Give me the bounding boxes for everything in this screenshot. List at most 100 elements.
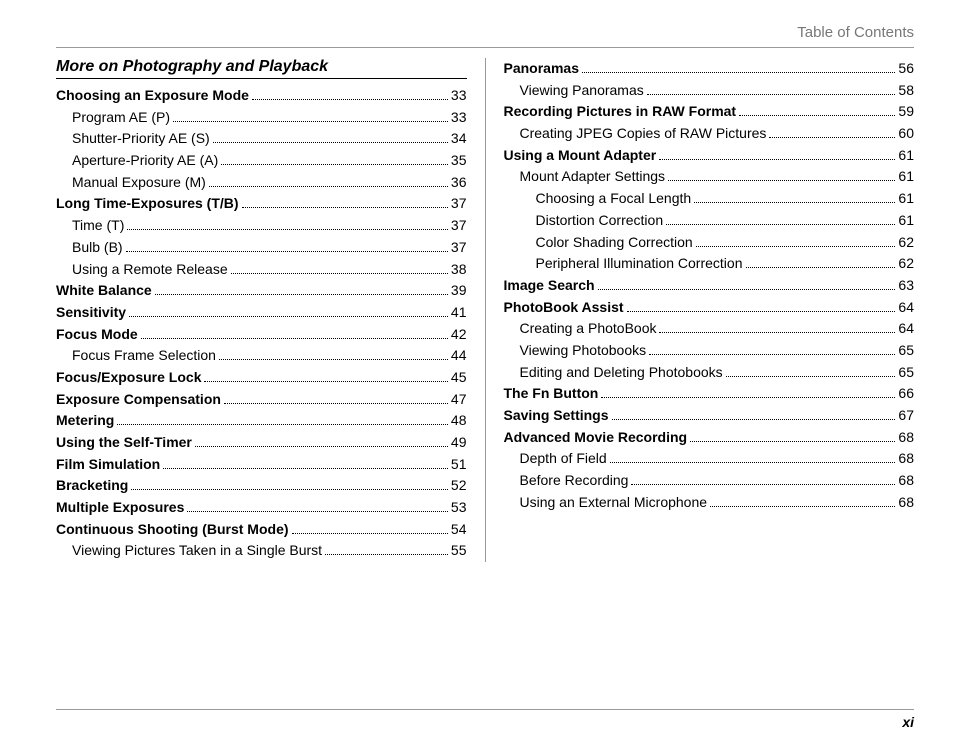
- toc-row[interactable]: Film Simulation51: [56, 454, 467, 476]
- toc-page-number: 61: [898, 188, 914, 210]
- toc-label: Focus/Exposure Lock: [56, 367, 201, 389]
- toc-row[interactable]: The Fn Button66: [504, 383, 915, 405]
- toc-page-number: 68: [898, 448, 914, 470]
- toc-label: Sensitivity: [56, 302, 126, 324]
- toc-row[interactable]: Choosing an Exposure Mode33: [56, 85, 467, 107]
- toc-leader-dots: [659, 159, 895, 160]
- toc-row[interactable]: Focus Mode 42: [56, 324, 467, 346]
- toc-page-number: 37: [451, 193, 467, 215]
- toc-row[interactable]: Using a Mount Adapter61: [504, 145, 915, 167]
- right-column: Panoramas56Viewing Panoramas58Recording …: [486, 58, 915, 562]
- toc-label: Focus Frame Selection: [72, 345, 216, 367]
- toc-row[interactable]: Focus Frame Selection44: [56, 345, 467, 367]
- toc-label: Focus Mode: [56, 324, 138, 346]
- toc-row[interactable]: Multiple Exposures53: [56, 497, 467, 519]
- toc-page-number: 33: [451, 85, 467, 107]
- toc-row[interactable]: Before Recording68: [504, 470, 915, 492]
- toc-row[interactable]: Recording Pictures in RAW Format59: [504, 101, 915, 123]
- toc-page-number: 53: [451, 497, 467, 519]
- toc-leader-dots: [221, 164, 448, 165]
- toc-page-number: 48: [451, 410, 467, 432]
- toc-page-number: 66: [898, 383, 914, 405]
- toc-row[interactable]: Shutter-Priority AE (S)34: [56, 128, 467, 150]
- toc-leader-dots: [612, 419, 896, 420]
- toc-page-number: 37: [451, 237, 467, 259]
- footer: xi: [56, 709, 914, 732]
- toc-row[interactable]: Aperture-Priority AE (A)35: [56, 150, 467, 172]
- toc-page-number: 61: [898, 145, 914, 167]
- header: Table of Contents: [56, 24, 914, 48]
- toc-row[interactable]: Depth of Field68: [504, 448, 915, 470]
- toc-row[interactable]: Exposure Compensation47: [56, 389, 467, 411]
- toc-row[interactable]: Choosing a Focal Length61: [504, 188, 915, 210]
- toc-leader-dots: [649, 354, 895, 355]
- toc-label: PhotoBook Assist: [504, 297, 624, 319]
- toc-leader-dots: [690, 441, 895, 442]
- toc-row[interactable]: Focus/Exposure Lock 45: [56, 367, 467, 389]
- toc-leader-dots: [204, 381, 447, 382]
- toc-page-number: 41: [451, 302, 467, 324]
- toc-label: Shutter-Priority AE (S): [72, 128, 210, 150]
- toc-row[interactable]: Metering48: [56, 410, 467, 432]
- toc-row[interactable]: Image Search63: [504, 275, 915, 297]
- toc-page-number: 62: [898, 232, 914, 254]
- toc-label: Time (T): [72, 215, 124, 237]
- toc-leader-dots: [668, 180, 895, 181]
- toc-page-number: 67: [898, 405, 914, 427]
- toc-leader-dots: [209, 186, 448, 187]
- toc-label: Bracketing: [56, 475, 128, 497]
- toc-row[interactable]: Viewing Panoramas58: [504, 80, 915, 102]
- toc-row[interactable]: Viewing Photobooks65: [504, 340, 915, 362]
- toc-row[interactable]: Color Shading Correction62: [504, 232, 915, 254]
- toc-row[interactable]: Panoramas56: [504, 58, 915, 80]
- toc-row[interactable]: Using a Remote Release38: [56, 259, 467, 281]
- toc-page-number: 45: [451, 367, 467, 389]
- toc-row[interactable]: Program AE (P)33: [56, 107, 467, 129]
- toc-row[interactable]: White Balance39: [56, 280, 467, 302]
- toc-page-number: 60: [898, 123, 914, 145]
- toc-label: Film Simulation: [56, 454, 160, 476]
- toc-page-number: 58: [898, 80, 914, 102]
- toc-row[interactable]: Using an External Microphone68: [504, 492, 915, 514]
- toc-row[interactable]: Long Time-Exposures (T/B)37: [56, 193, 467, 215]
- toc-row[interactable]: Viewing Pictures Taken in a Single Burst…: [56, 540, 467, 562]
- toc-row[interactable]: Creating JPEG Copies of RAW Pictures60: [504, 123, 915, 145]
- toc-row[interactable]: Creating a PhotoBook64: [504, 318, 915, 340]
- toc-leader-dots: [694, 202, 895, 203]
- toc-leader-dots: [726, 376, 896, 377]
- toc-list-left: Choosing an Exposure Mode33Program AE (P…: [56, 85, 467, 562]
- toc-row[interactable]: Continuous Shooting (Burst Mode)54: [56, 519, 467, 541]
- toc-row[interactable]: Sensitivity 41: [56, 302, 467, 324]
- toc-row[interactable]: Saving Settings67: [504, 405, 915, 427]
- toc-leader-dots: [155, 294, 448, 295]
- left-column: More on Photography and Playback Choosin…: [56, 58, 486, 562]
- toc-leader-dots: [219, 359, 448, 360]
- toc-page-number: 42: [451, 324, 467, 346]
- toc-row[interactable]: Advanced Movie Recording68: [504, 427, 915, 449]
- toc-row[interactable]: PhotoBook Assist64: [504, 297, 915, 319]
- toc-row[interactable]: Manual Exposure (M)36: [56, 172, 467, 194]
- toc-row[interactable]: Bulb (B)37: [56, 237, 467, 259]
- toc-row[interactable]: Time (T) 37: [56, 215, 467, 237]
- toc-label: Aperture-Priority AE (A): [72, 150, 218, 172]
- toc-label: Manual Exposure (M): [72, 172, 206, 194]
- toc-page-number: 63: [898, 275, 914, 297]
- toc-label: Editing and Deleting Photobooks: [520, 362, 723, 384]
- toc-row[interactable]: Peripheral Illumination Correction62: [504, 253, 915, 275]
- toc-leader-dots: [173, 121, 448, 122]
- toc-row[interactable]: Editing and Deleting Photobooks65: [504, 362, 915, 384]
- toc-label: Peripheral Illumination Correction: [536, 253, 743, 275]
- toc-row[interactable]: Distortion Correction61: [504, 210, 915, 232]
- toc-leader-dots: [696, 246, 896, 247]
- toc-leader-dots: [292, 533, 448, 534]
- toc-row[interactable]: Mount Adapter Settings61: [504, 166, 915, 188]
- toc-leader-dots: [252, 99, 448, 100]
- toc-page-number: 47: [451, 389, 467, 411]
- toc-row[interactable]: Bracketing52: [56, 475, 467, 497]
- toc-page-number: 37: [451, 215, 467, 237]
- toc-row[interactable]: Using the Self-Timer49: [56, 432, 467, 454]
- toc-label: White Balance: [56, 280, 152, 302]
- toc-label: Creating a PhotoBook: [520, 318, 657, 340]
- toc-page-number: 54: [451, 519, 467, 541]
- toc-leader-dots: [598, 289, 896, 290]
